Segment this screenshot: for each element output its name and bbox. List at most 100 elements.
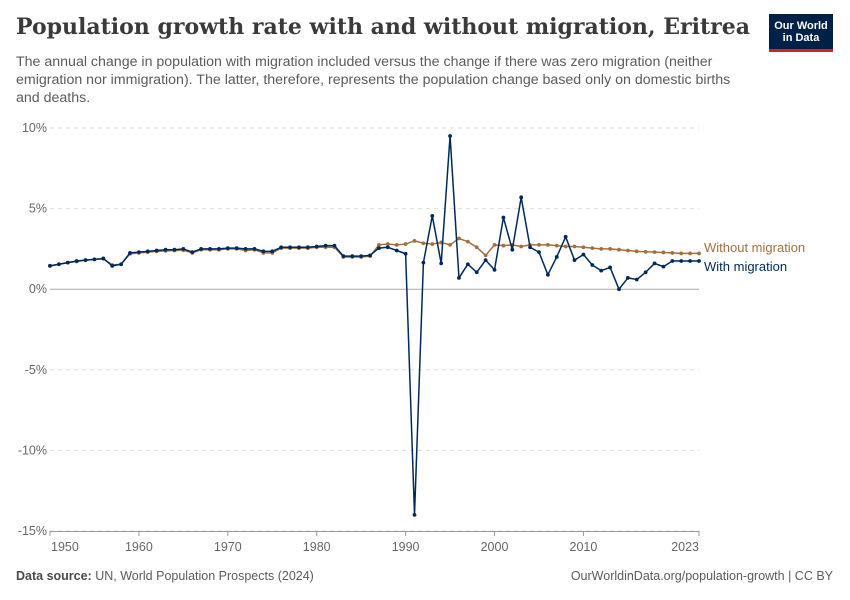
data-point[interactable]: [359, 254, 364, 259]
data-point[interactable]: [377, 242, 381, 247]
data-point[interactable]: [288, 245, 292, 250]
data-point[interactable]: [501, 243, 506, 248]
data-point[interactable]: [385, 242, 390, 246]
data-point[interactable]: [652, 250, 657, 255]
data-point[interactable]: [608, 247, 612, 251]
data-point[interactable]: [314, 244, 319, 249]
data-point[interactable]: [217, 247, 221, 251]
data-point[interactable]: [110, 263, 115, 268]
data-point[interactable]: [243, 247, 248, 251]
data-point[interactable]: [697, 259, 701, 263]
data-point[interactable]: [252, 247, 257, 251]
data-point[interactable]: [670, 251, 675, 255]
data-point[interactable]: [394, 242, 399, 247]
data-point[interactable]: [377, 246, 381, 250]
data-point[interactable]: [457, 236, 461, 241]
data-point[interactable]: [697, 251, 701, 256]
data-point[interactable]: [137, 250, 141, 255]
data-point[interactable]: [572, 258, 577, 263]
owid-logo[interactable]: Our World in Data: [769, 14, 833, 52]
data-point[interactable]: [421, 241, 426, 246]
data-point[interactable]: [643, 249, 648, 254]
data-point[interactable]: [92, 257, 97, 262]
data-point[interactable]: [56, 262, 61, 267]
data-point[interactable]: [154, 248, 159, 253]
data-point[interactable]: [572, 244, 577, 249]
data-point[interactable]: [519, 244, 524, 249]
data-point[interactable]: [341, 254, 346, 259]
data-point[interactable]: [465, 262, 470, 267]
data-point[interactable]: [234, 246, 239, 250]
data-point[interactable]: [519, 195, 524, 200]
data-point[interactable]: [483, 258, 488, 263]
series-line[interactable]: [49, 135, 699, 516]
data-point[interactable]: [661, 250, 666, 255]
source-url-link[interactable]: OurWorldinData.org/population-growth | C…: [570, 569, 833, 583]
data-point[interactable]: [465, 239, 470, 244]
data-point[interactable]: [679, 251, 684, 256]
data-point[interactable]: [332, 243, 337, 248]
data-point[interactable]: [225, 246, 230, 250]
data-point[interactable]: [208, 247, 212, 251]
data-point[interactable]: [261, 249, 266, 254]
data-point[interactable]: [448, 134, 452, 138]
data-point[interactable]: [625, 276, 630, 280]
data-point[interactable]: [412, 512, 417, 517]
data-point[interactable]: [554, 255, 559, 259]
data-point[interactable]: [652, 261, 657, 266]
data-point[interactable]: [563, 244, 568, 249]
data-point[interactable]: [181, 247, 186, 251]
data-point[interactable]: [537, 242, 541, 247]
data-point[interactable]: [403, 251, 408, 256]
data-point[interactable]: [368, 253, 372, 258]
data-point[interactable]: [270, 249, 275, 254]
data-point[interactable]: [537, 250, 541, 255]
data-point[interactable]: [599, 247, 604, 251]
data-point[interactable]: [74, 259, 79, 263]
data-point[interactable]: [279, 245, 284, 250]
data-point[interactable]: [590, 263, 595, 267]
data-point[interactable]: [634, 277, 639, 282]
data-point[interactable]: [190, 250, 195, 255]
data-point[interactable]: [590, 246, 595, 250]
data-point[interactable]: [563, 234, 568, 239]
data-point[interactable]: [492, 267, 497, 272]
data-point[interactable]: [305, 245, 310, 250]
data-point[interactable]: [385, 245, 390, 250]
data-point[interactable]: [172, 247, 177, 252]
data-point[interactable]: [545, 242, 550, 247]
data-point[interactable]: [492, 242, 497, 247]
data-point[interactable]: [199, 247, 204, 251]
data-point[interactable]: [101, 256, 106, 261]
data-point[interactable]: [448, 242, 452, 247]
data-point[interactable]: [394, 248, 399, 253]
data-point[interactable]: [679, 259, 684, 263]
data-point[interactable]: [128, 251, 132, 255]
data-point[interactable]: [643, 270, 648, 275]
data-point[interactable]: [688, 251, 693, 256]
data-point[interactable]: [83, 258, 88, 263]
data-point[interactable]: [634, 249, 639, 254]
data-point[interactable]: [350, 254, 355, 259]
data-point[interactable]: [421, 260, 426, 265]
data-point[interactable]: [457, 276, 461, 280]
data-point[interactable]: [163, 247, 168, 252]
data-point[interactable]: [474, 245, 479, 250]
data-point[interactable]: [581, 252, 586, 257]
data-point[interactable]: [297, 245, 301, 250]
data-point[interactable]: [599, 268, 604, 273]
data-point[interactable]: [483, 253, 488, 258]
data-point[interactable]: [545, 272, 550, 277]
data-point[interactable]: [661, 264, 666, 269]
data-point[interactable]: [412, 238, 417, 243]
data-point[interactable]: [403, 242, 408, 246]
data-point[interactable]: [430, 213, 435, 218]
data-point[interactable]: [617, 287, 621, 292]
data-point[interactable]: [439, 261, 444, 266]
data-point[interactable]: [430, 242, 435, 246]
data-point[interactable]: [65, 260, 70, 265]
data-point[interactable]: [528, 245, 532, 250]
data-point[interactable]: [670, 259, 675, 263]
data-point[interactable]: [323, 243, 328, 248]
data-point[interactable]: [510, 247, 515, 252]
